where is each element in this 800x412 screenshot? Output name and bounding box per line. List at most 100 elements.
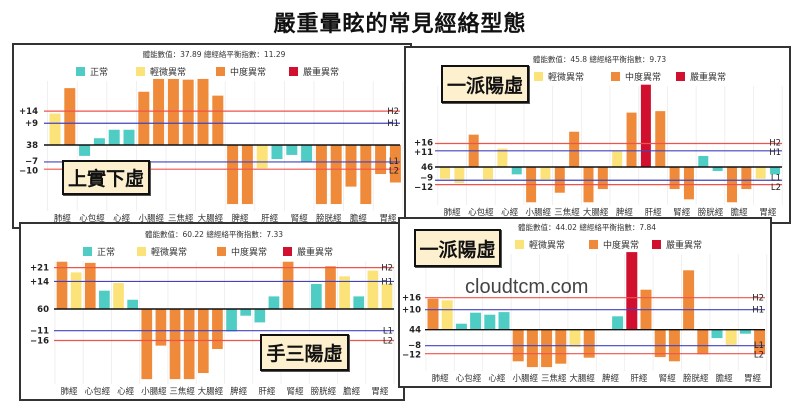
- baseline-label: 38: [26, 141, 38, 151]
- chart-panel-4: 體能數值：44.02 總經絡平衡指數：7.84 輕微異常 中度異常 嚴重異常 44 +16…: [398, 217, 772, 388]
- tick-label: −16: [30, 337, 49, 347]
- reference-line-label: L1: [754, 341, 764, 351]
- chart-panel-1: 體能數值：37.89 總經絡平衡指數：11.29 正常 輕微異常 中度異常 嚴重異常 38…: [12, 43, 412, 229]
- category-label: 膀胱經: [316, 213, 342, 224]
- bar-三焦經-left: [169, 309, 181, 380]
- category-label: 肺經: [61, 386, 79, 397]
- bar-小腸經-right: [540, 167, 551, 180]
- bar-膽經-right: [360, 145, 372, 205]
- bar-心經-left: [484, 314, 496, 330]
- category-label: 三焦經: [168, 213, 194, 224]
- legend-label: 輕微異常: [150, 66, 186, 78]
- bar-心經-left: [497, 148, 508, 167]
- bar-心經-left: [108, 129, 120, 145]
- legend-swatch-m: [137, 247, 146, 256]
- bar-chart: 體能數值：37.89 總經絡平衡指數：11.29 正常 輕微異常 中度異常 嚴重異常 38…: [19, 49, 404, 224]
- bar-肝經-left: [640, 84, 651, 167]
- bar-肺經-right: [64, 88, 76, 145]
- bar-脾經-left: [227, 145, 239, 205]
- reference-line-label: H2: [752, 294, 764, 304]
- pattern-label: 一派陽虛: [414, 229, 501, 267]
- legend-swatch-s: [676, 72, 685, 81]
- category-label: 腎經: [287, 386, 305, 397]
- category-label: 脾經: [230, 386, 248, 397]
- bar-胃經-right: [389, 145, 401, 183]
- bar-心經-right: [511, 167, 522, 175]
- bar-三焦經-right: [555, 329, 567, 364]
- bar-膀胱經-right: [325, 266, 336, 309]
- page-title: 嚴重暈眩的常見經絡型態: [273, 12, 527, 37]
- bar-膽經-right: [353, 296, 365, 309]
- category-label: 肝經: [261, 213, 279, 224]
- reference-line-label: H1: [381, 277, 393, 287]
- bar-肺經-left: [440, 167, 450, 179]
- chart-panel-2: 體能數值：45.8 總經絡平衡指數：9.73 輕微異常 中度異常 嚴重異常 46 +16 +…: [404, 46, 791, 224]
- legend-label: 輕微異常: [151, 246, 187, 258]
- category-label: 心經: [117, 386, 135, 397]
- bar-肝經-right: [268, 296, 280, 309]
- bar-大腸經-right: [583, 329, 595, 358]
- bar-小腸經-left: [138, 91, 150, 145]
- category-label: 大腸經: [198, 213, 224, 224]
- reference-line-label: L2: [754, 350, 764, 360]
- bar-胃經-right: [770, 167, 781, 175]
- baseline-label: 46: [421, 163, 433, 173]
- bar-脾經-left: [612, 150, 623, 167]
- category-label: 膀胱經: [683, 373, 709, 384]
- bar-chart: 體能數值：44.02 總經絡平衡指數：7.84 輕微異常 中度異常 嚴重異常 44 +16…: [402, 222, 768, 384]
- bar-脾經-right: [612, 316, 624, 330]
- tick-label: +10: [402, 306, 421, 316]
- category-label: 胃經: [371, 386, 389, 397]
- bar-心經-right: [123, 129, 135, 145]
- bar-肝經-left: [626, 252, 638, 330]
- bar-肺經-left: [56, 261, 68, 309]
- bar-膽經-right: [741, 167, 752, 190]
- chart-panel-3: 體能數值：60.22 總經絡平衡指數：7.33 正常 輕微異常 中度異常 嚴重異常 60 +…: [19, 222, 405, 401]
- bar-膀胱經-left: [683, 270, 695, 330]
- legend-label: 嚴重異常: [303, 66, 339, 78]
- tick-label: −9: [420, 174, 433, 184]
- bar-心包經-right: [483, 167, 494, 180]
- category-label: 心包經: [456, 373, 482, 384]
- category-label: 心經: [113, 213, 131, 224]
- bar-肝經-left: [254, 309, 266, 323]
- bar-膽經-right: [725, 329, 737, 347]
- bar-心包經-left: [84, 262, 96, 309]
- stats-text: 體能數值：45.8 總經絡平衡指數：9.73: [533, 54, 667, 64]
- reference-line-label: H1: [387, 119, 399, 129]
- legend-swatch-n: [83, 247, 92, 256]
- legend-label: 輕微異常: [529, 239, 565, 251]
- bar-脾經-left: [226, 309, 237, 332]
- legend-swatch-s: [652, 240, 661, 249]
- legend-label: 輕微異常: [548, 71, 584, 83]
- reference-line-label: H2: [381, 264, 393, 274]
- category-label: 肺經: [54, 213, 72, 224]
- category-label: 三焦經: [541, 373, 567, 384]
- legend-label: 嚴重異常: [297, 246, 333, 258]
- baseline-label: 44: [409, 326, 421, 336]
- category-label: 心包經: [85, 386, 111, 397]
- tick-label: +21: [30, 264, 49, 274]
- bar-腎經-right: [683, 167, 694, 200]
- tick-label: +16: [402, 294, 421, 304]
- tick-label: +14: [30, 277, 49, 287]
- category-label: 胃經: [744, 373, 762, 384]
- bar-三焦經-left: [167, 78, 179, 145]
- bar-心經-right: [498, 312, 510, 330]
- bar-心包經-right: [470, 312, 482, 330]
- category-label: 膽經: [343, 386, 361, 397]
- bar-心包經-right: [93, 138, 105, 145]
- tick-label: −7: [25, 157, 38, 167]
- category-label: 胃經: [759, 207, 777, 218]
- category-label: 脾經: [602, 373, 620, 384]
- bar-小腸經-left: [141, 309, 153, 380]
- legend-swatch-n: [76, 67, 85, 76]
- tick-label: +14: [19, 107, 38, 117]
- bar-肺經-left: [49, 113, 61, 145]
- bar-胃經-right: [381, 283, 393, 309]
- reference-line-label: L1: [383, 327, 393, 337]
- bar-膽經-left: [339, 276, 350, 309]
- legend-swatch-o: [589, 240, 598, 249]
- legend-label: 嚴重異常: [666, 239, 702, 251]
- legend-label: 中度異常: [625, 71, 661, 83]
